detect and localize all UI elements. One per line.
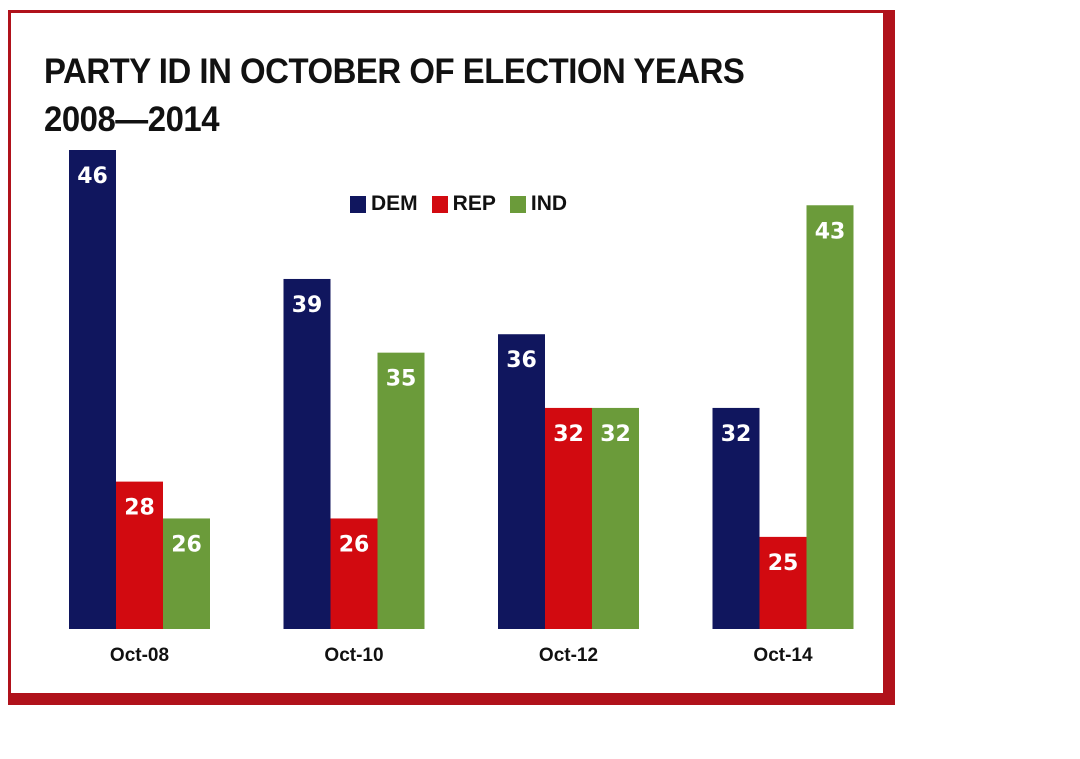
legend-label-ind: IND	[530, 192, 568, 215]
legend-label-dem: DEM	[371, 192, 418, 215]
legend-item-rep: REP	[431, 192, 496, 216]
x-tick-label-oct-08: Oct-08	[110, 645, 169, 666]
data-label-dem-oct-10: 39	[292, 293, 323, 318]
data-label-ind-oct-08: 26	[171, 532, 202, 557]
data-label-dem-oct-12: 36	[506, 348, 537, 373]
legend-swatch-rep	[431, 195, 448, 213]
data-label-dem-oct-08: 46	[77, 164, 108, 189]
bar-dem-oct-10	[283, 278, 331, 629]
bar-rep-oct-12	[545, 407, 592, 629]
bar-rep-oct-08	[116, 481, 163, 629]
chart-legend: DEM REP IND	[350, 192, 581, 216]
legend-item-dem: DEM	[350, 192, 418, 216]
data-label-ind-oct-14: 43	[815, 219, 846, 244]
data-label-ind-oct-12: 32	[600, 422, 631, 447]
bar-ind-oct-12	[592, 407, 639, 629]
legend-swatch-ind	[509, 195, 526, 213]
data-label-rep-oct-08: 28	[124, 496, 155, 521]
legend-swatch-dem	[350, 195, 366, 213]
bar-ind-oct-10	[377, 352, 425, 629]
chart-title-line-1: PARTY ID IN OCTOBER OF ELECTION YEARS	[44, 52, 745, 91]
data-label-dem-oct-14: 32	[721, 422, 752, 447]
bar-dem-oct-14	[712, 407, 760, 629]
bar-dem-oct-12	[498, 334, 545, 629]
x-tick-label-oct-14: Oct-14	[753, 645, 813, 666]
legend-item-ind: IND	[509, 192, 568, 216]
bar-ind-oct-08	[163, 518, 210, 629]
x-tick-label-oct-10: Oct-10	[324, 645, 383, 666]
data-label-ind-oct-10: 35	[386, 367, 417, 392]
x-tick-label-oct-12: Oct-12	[539, 645, 598, 666]
legend-label-rep: REP	[452, 192, 496, 215]
bar-dem-oct-08	[69, 150, 116, 629]
chart-title-line-2: 2008—2014	[44, 100, 220, 139]
data-label-rep-oct-14: 25	[768, 551, 799, 576]
bar-ind-oct-14	[806, 205, 854, 629]
bar-rep-oct-14	[759, 536, 807, 629]
data-label-rep-oct-12: 32	[553, 422, 584, 447]
data-label-rep-oct-10: 26	[339, 532, 370, 557]
bar-rep-oct-10	[330, 518, 378, 629]
chart-title: PARTY ID IN OCTOBER OF ELECTION YEARS 20…	[44, 48, 745, 144]
